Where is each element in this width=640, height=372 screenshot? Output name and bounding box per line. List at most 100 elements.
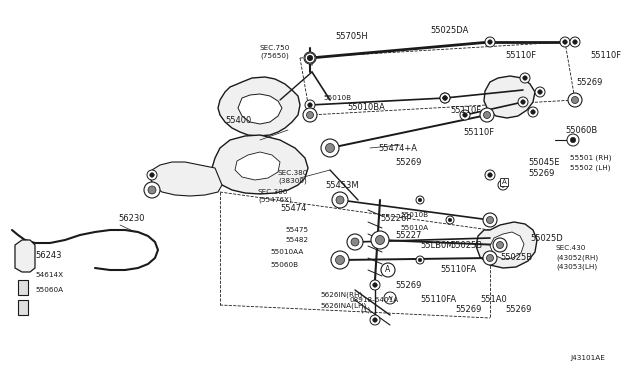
Text: SEC.430: SEC.430 xyxy=(556,245,586,251)
Circle shape xyxy=(443,96,447,100)
Text: 55705H: 55705H xyxy=(335,32,368,41)
Circle shape xyxy=(376,235,385,244)
Text: (75650): (75650) xyxy=(260,53,289,59)
Circle shape xyxy=(440,93,450,103)
Polygon shape xyxy=(212,135,308,194)
Circle shape xyxy=(531,110,535,114)
Text: 55269: 55269 xyxy=(395,280,421,289)
Polygon shape xyxy=(238,94,282,124)
Circle shape xyxy=(321,139,339,157)
Text: 55025B: 55025B xyxy=(450,241,482,250)
Circle shape xyxy=(523,76,527,80)
Circle shape xyxy=(518,97,528,107)
Circle shape xyxy=(308,56,312,60)
Text: 55474: 55474 xyxy=(280,203,307,212)
Polygon shape xyxy=(15,240,35,272)
Text: 55269: 55269 xyxy=(528,169,554,177)
Circle shape xyxy=(147,170,157,180)
Circle shape xyxy=(304,52,316,64)
Circle shape xyxy=(573,40,577,44)
Text: 55110FA: 55110FA xyxy=(420,295,456,305)
Text: SEC.380: SEC.380 xyxy=(278,170,308,176)
Circle shape xyxy=(493,238,507,252)
Text: 55502 (LH): 55502 (LH) xyxy=(570,165,611,171)
Text: 54614X: 54614X xyxy=(35,272,63,278)
Text: 56243: 56243 xyxy=(35,250,61,260)
Text: 551A0: 551A0 xyxy=(480,295,507,305)
Text: 55025D: 55025D xyxy=(530,234,563,243)
Text: 55045E: 55045E xyxy=(528,157,559,167)
Text: 55010A: 55010A xyxy=(400,225,428,231)
Circle shape xyxy=(332,192,348,208)
Circle shape xyxy=(416,196,424,204)
Circle shape xyxy=(148,186,156,194)
Circle shape xyxy=(486,254,493,262)
Text: A: A xyxy=(502,179,506,185)
Circle shape xyxy=(483,112,490,119)
Circle shape xyxy=(351,238,359,246)
Polygon shape xyxy=(18,300,28,315)
Polygon shape xyxy=(150,162,222,196)
Circle shape xyxy=(347,234,363,250)
Circle shape xyxy=(480,108,494,122)
Text: 55453M: 55453M xyxy=(325,180,358,189)
Circle shape xyxy=(370,315,380,325)
Circle shape xyxy=(500,183,505,187)
Circle shape xyxy=(560,37,570,47)
Text: A: A xyxy=(385,266,390,275)
Text: SEC.380: SEC.380 xyxy=(258,189,289,195)
Circle shape xyxy=(416,256,424,264)
Circle shape xyxy=(572,96,579,103)
Text: 55269: 55269 xyxy=(576,77,602,87)
Circle shape xyxy=(521,100,525,104)
Text: (43052(RH): (43052(RH) xyxy=(556,255,598,261)
Text: 55226P: 55226P xyxy=(380,214,412,222)
Text: 55400: 55400 xyxy=(225,115,252,125)
Circle shape xyxy=(528,107,538,117)
Circle shape xyxy=(144,182,160,198)
Text: 56230: 56230 xyxy=(118,214,145,222)
Circle shape xyxy=(485,37,495,47)
Text: N: N xyxy=(388,295,392,301)
Text: 55010B: 55010B xyxy=(323,95,351,101)
Circle shape xyxy=(463,113,467,117)
Circle shape xyxy=(307,55,313,61)
Circle shape xyxy=(308,103,312,107)
Text: 55482: 55482 xyxy=(285,237,308,243)
Circle shape xyxy=(567,134,579,146)
Text: 55110FA: 55110FA xyxy=(440,266,476,275)
Text: 55010B: 55010B xyxy=(400,212,428,218)
Text: 55501 (RH): 55501 (RH) xyxy=(570,155,611,161)
Text: 55110F: 55110F xyxy=(590,51,621,60)
Text: 08918-6401A: 08918-6401A xyxy=(350,297,399,303)
Text: 55110F: 55110F xyxy=(450,106,481,115)
Text: 55474+A: 55474+A xyxy=(378,144,417,153)
Text: 55475: 55475 xyxy=(285,227,308,233)
Circle shape xyxy=(483,251,497,265)
Text: (1): (1) xyxy=(360,307,371,313)
Text: 55227: 55227 xyxy=(395,231,421,240)
Circle shape xyxy=(381,263,395,277)
Circle shape xyxy=(448,218,452,222)
Text: 55269: 55269 xyxy=(395,157,421,167)
Circle shape xyxy=(443,96,447,100)
Circle shape xyxy=(570,37,580,47)
Circle shape xyxy=(446,216,454,224)
Text: 5626INA(LH): 5626INA(LH) xyxy=(320,303,366,309)
Circle shape xyxy=(384,292,396,304)
Circle shape xyxy=(418,198,422,202)
Polygon shape xyxy=(490,232,524,259)
Circle shape xyxy=(498,180,508,190)
Text: 55025B: 55025B xyxy=(500,253,532,263)
Circle shape xyxy=(570,137,576,143)
Circle shape xyxy=(372,318,377,322)
Text: SEC.750: SEC.750 xyxy=(260,45,290,51)
Text: (43053(LH): (43053(LH) xyxy=(556,264,597,270)
Text: 55060B: 55060B xyxy=(270,262,298,268)
Circle shape xyxy=(488,173,492,177)
Circle shape xyxy=(488,40,492,44)
Circle shape xyxy=(305,53,315,63)
Text: 55060A: 55060A xyxy=(35,287,63,293)
Text: 55110F: 55110F xyxy=(463,128,494,137)
Circle shape xyxy=(331,251,349,269)
